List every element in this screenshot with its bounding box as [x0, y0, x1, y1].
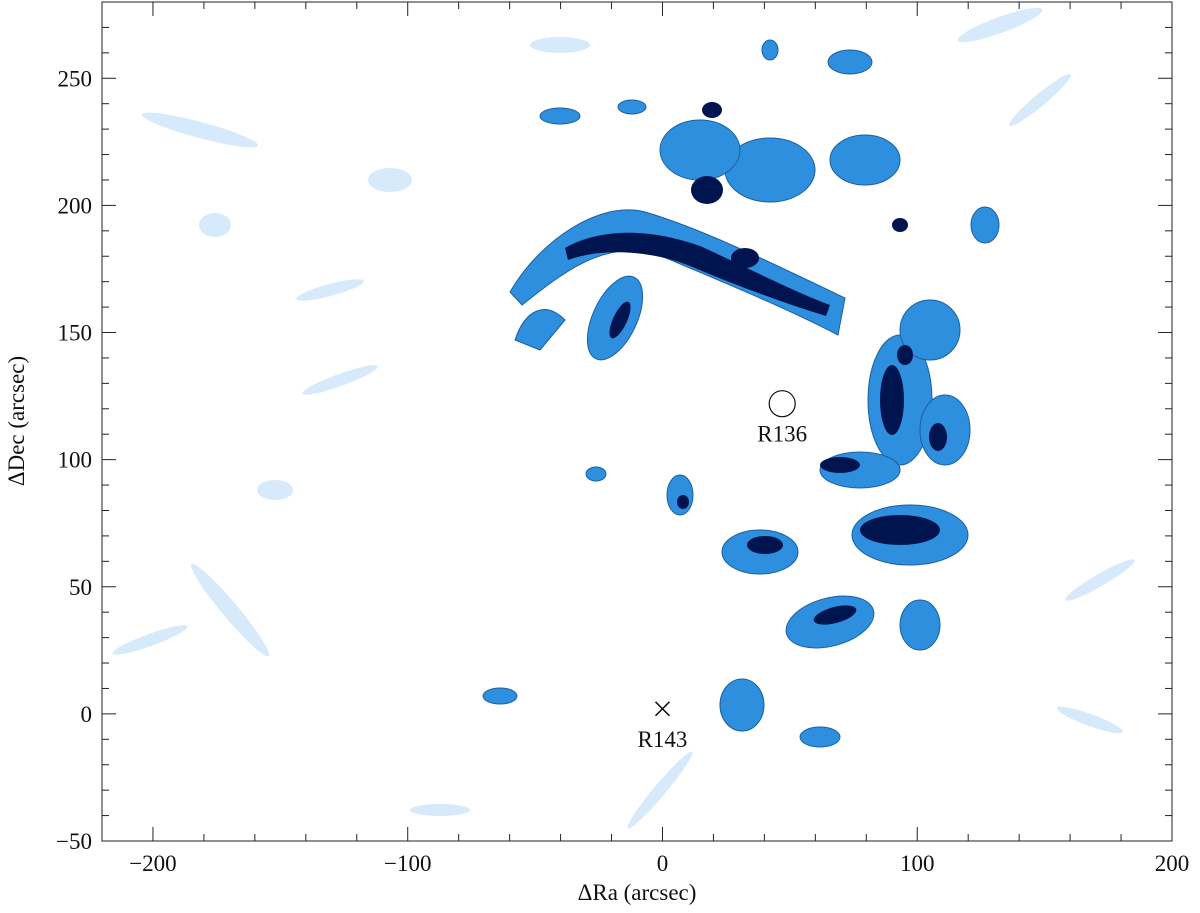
bright-emission: [482, 39, 1000, 748]
y-tick-label: 200: [58, 193, 93, 218]
star-label: R136: [757, 422, 807, 447]
x-tick-label: 100: [900, 851, 935, 876]
x-tick-label: 0: [657, 851, 669, 876]
star-marker: [654, 701, 671, 717]
star-marker: [768, 390, 796, 418]
x-tick-label: −100: [384, 851, 431, 876]
emission-map: [112, 7, 1135, 829]
x-tick-label: −200: [129, 851, 176, 876]
y-tick-label: 0: [81, 702, 93, 727]
y-tick-label: −50: [56, 829, 92, 854]
faint-emission: [112, 7, 1135, 829]
plot-frame: [101, 1, 1173, 842]
x-tick-label: 200: [1155, 851, 1190, 876]
y-tick-label: 50: [69, 575, 92, 600]
y-axis-label: ΔDec (arcsec): [4, 356, 29, 486]
y-tick-label: 150: [58, 321, 93, 346]
star-label: R143: [638, 727, 688, 752]
y-tick-label: 250: [58, 66, 93, 91]
y-tick-label: 100: [58, 448, 93, 473]
x-axis-label: ΔRa (arcsec): [578, 880, 697, 905]
dense-emission: [565, 102, 947, 625]
